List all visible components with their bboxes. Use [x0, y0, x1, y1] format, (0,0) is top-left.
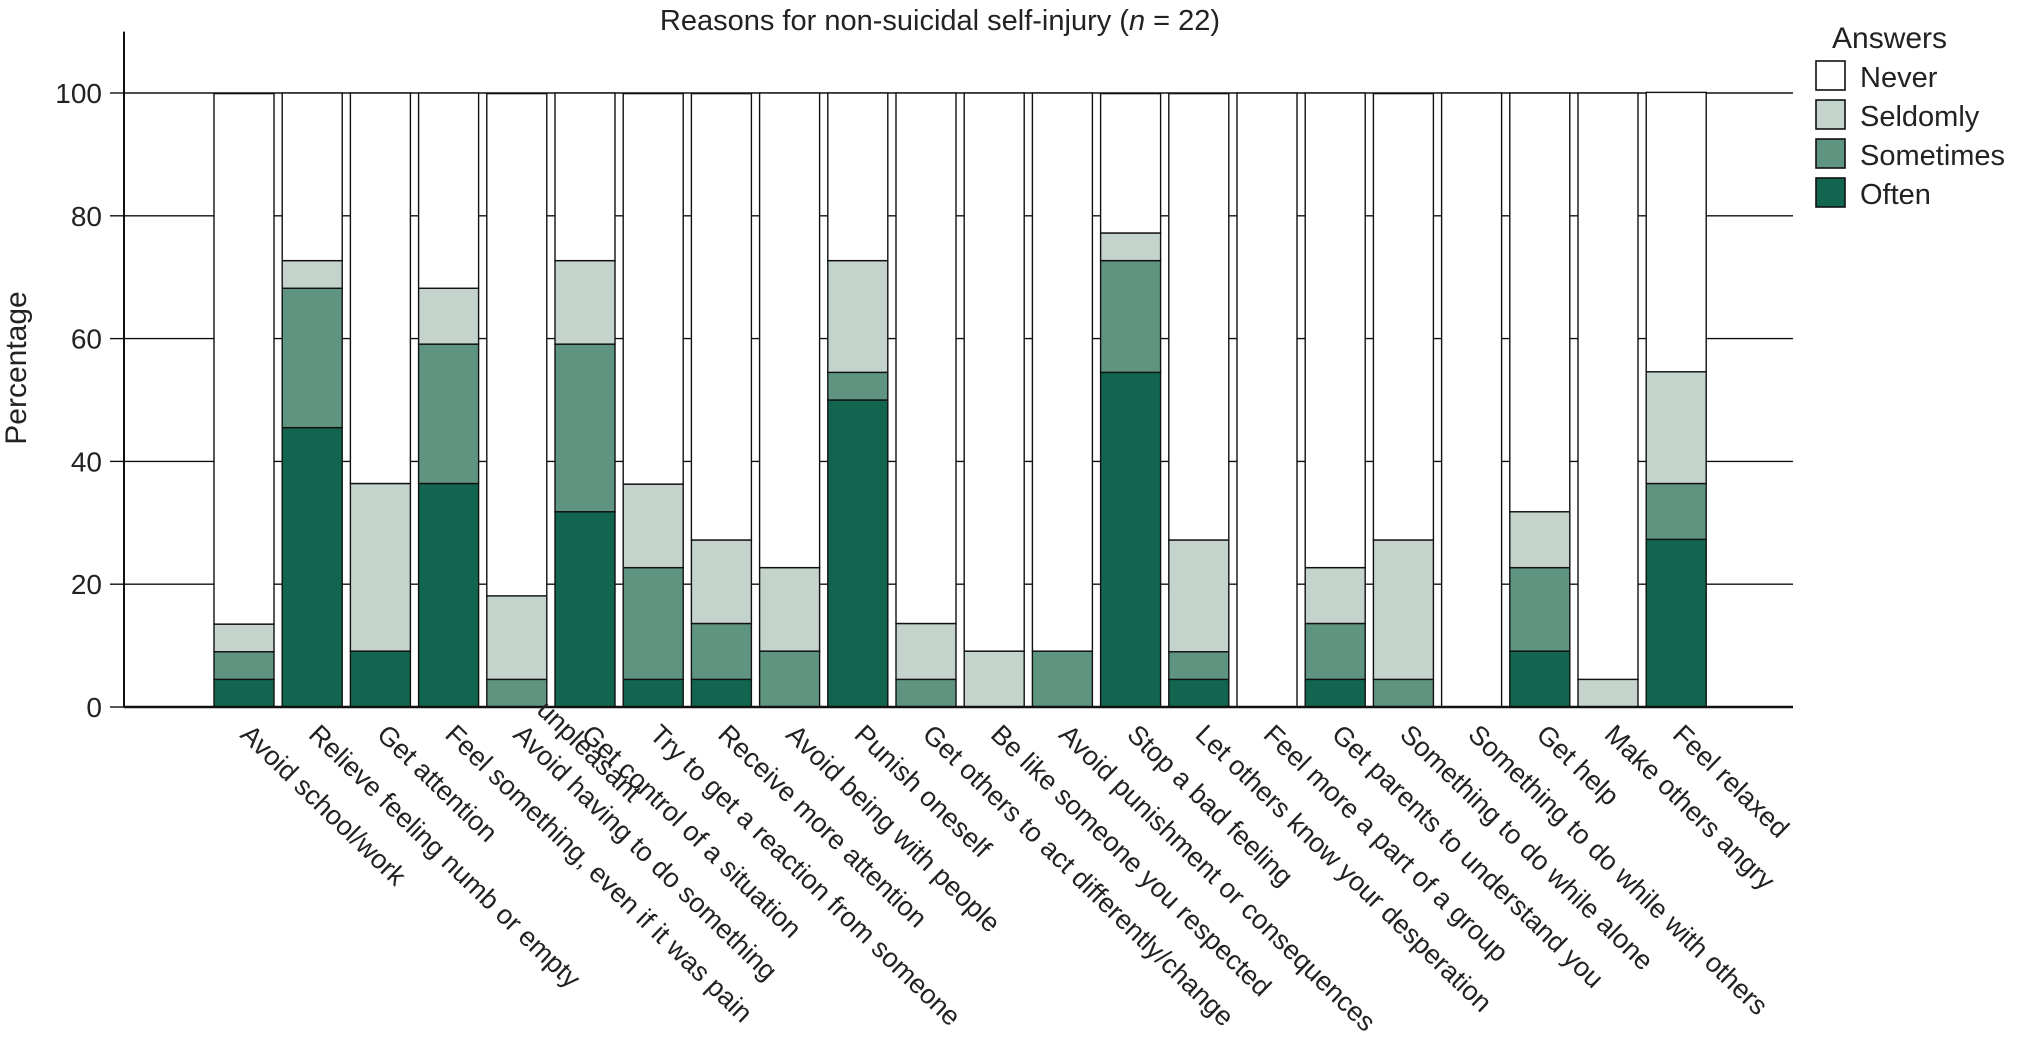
- chart-title: Reasons for non-suicidal self-injury (n …: [660, 5, 1220, 37]
- bar-segment-seldomly: [1304, 566, 1366, 625]
- bar-segment-seldomly: [213, 623, 275, 653]
- bar-segment-never: [1099, 92, 1162, 234]
- y-tick-label: 60: [71, 324, 102, 355]
- bar-segment-seldomly: [1509, 511, 1571, 569]
- bar-segment-seldomly: [417, 287, 480, 345]
- bar-segment-sometimes: [827, 371, 889, 401]
- legend-swatch-often: [1815, 177, 1846, 208]
- bar-segment-never: [213, 92, 275, 625]
- y-tick-label: 20: [71, 569, 102, 600]
- bar-segment-seldomly: [758, 566, 821, 652]
- bar-segment-sometimes: [1168, 651, 1230, 681]
- y-ticks: 0 20 40 60 80 100: [55, 78, 124, 723]
- bar-segment-often: [349, 650, 412, 708]
- y-axis-label: Percentage: [0, 291, 33, 444]
- bar-segment-seldomly: [690, 539, 753, 625]
- bar-segment-often: [554, 511, 616, 708]
- bar-segment-never: [690, 92, 753, 541]
- bar-segment-sometimes: [1372, 678, 1435, 708]
- legend-label-sometimes: Sometimes: [1860, 140, 2005, 172]
- bar-segment-never: [486, 92, 548, 597]
- bar-segment-seldomly: [827, 259, 889, 374]
- bar-segment-never: [1509, 92, 1571, 513]
- bar-segment-sometimes: [281, 287, 343, 429]
- bar-segment-never: [281, 92, 343, 262]
- bar-segment-often: [1099, 371, 1162, 708]
- y-tick-label: 100: [55, 78, 102, 109]
- bar-segment-sometimes: [622, 566, 684, 681]
- bar-segment-seldomly: [281, 259, 343, 289]
- bar-segment-sometimes: [554, 343, 616, 513]
- bar-segment-never: [1168, 92, 1230, 541]
- bar-segment-often: [1509, 650, 1571, 708]
- bar-segment-never: [963, 92, 1025, 652]
- legend-label-seldomly: Seldomly: [1860, 101, 1980, 133]
- bar-segment-never: [1577, 92, 1639, 681]
- bar-segment-sometimes: [213, 651, 275, 681]
- bar-segment-seldomly: [1577, 678, 1639, 708]
- bar-segment-never: [622, 92, 684, 485]
- axes: [123, 31, 1793, 709]
- y-tick-label: 80: [71, 201, 102, 232]
- bar-segment-sometimes: [417, 343, 480, 485]
- bar-segment-seldomly: [486, 595, 548, 681]
- legend-swatch-seldomly: [1815, 99, 1846, 130]
- bar-segment-seldomly: [554, 259, 616, 345]
- bar-segment-often: [1304, 678, 1366, 708]
- y-tick-label: 0: [86, 692, 102, 723]
- bar-segment-sometimes: [758, 650, 821, 708]
- bar-segment-sometimes: [1304, 622, 1366, 681]
- legend-swatch-sometimes: [1815, 138, 1846, 169]
- bar-segment-never: [827, 92, 889, 262]
- bar-segment-seldomly: [1645, 371, 1707, 485]
- bar-segment-never: [554, 92, 616, 262]
- bar-segment-often: [213, 678, 275, 708]
- bar-segment-never: [895, 92, 957, 625]
- legend-label-often: Often: [1860, 179, 1931, 211]
- bar-segment-never: [349, 92, 412, 485]
- bar-segment-never: [1440, 92, 1503, 708]
- bar-segment-seldomly: [963, 650, 1025, 708]
- bar-segment-never: [758, 92, 821, 569]
- bar-segment-sometimes: [1509, 566, 1571, 652]
- bar-segment-seldomly: [1372, 539, 1435, 681]
- legend-label-never: Never: [1860, 62, 1938, 94]
- bar-segment-seldomly: [895, 622, 957, 681]
- bar-segment-often: [622, 678, 684, 708]
- bar-segment-often: [1168, 678, 1230, 708]
- bar-segment-seldomly: [1099, 232, 1162, 262]
- bar-segment-sometimes: [486, 678, 548, 708]
- bar-segment-sometimes: [1031, 650, 1094, 708]
- bar-segment-seldomly: [1168, 539, 1230, 653]
- bar-segment-often: [690, 678, 753, 708]
- legend-swatch-never: [1815, 60, 1846, 91]
- bar-segment-never: [1645, 91, 1707, 373]
- bar-segment-often: [281, 426, 343, 708]
- bars: [213, 91, 1707, 708]
- bar-segment-never: [1236, 92, 1298, 708]
- bar-segment-never: [1304, 92, 1366, 569]
- bar-segment-sometimes: [1645, 482, 1707, 541]
- bar-segment-seldomly: [349, 482, 412, 652]
- bar-segment-never: [1372, 92, 1435, 541]
- y-tick-label: 40: [71, 446, 102, 477]
- bar-segment-often: [827, 399, 889, 708]
- bar-segment-sometimes: [1099, 259, 1162, 374]
- bar-segment-often: [1645, 538, 1707, 708]
- bar-segment-sometimes: [690, 622, 753, 681]
- legend: Answers Never Seldomly Sometimes Often: [1815, 22, 2005, 211]
- bar-segment-sometimes: [895, 678, 957, 708]
- legend-title: Answers: [1832, 22, 1947, 55]
- bar-segment-never: [417, 92, 480, 289]
- bar-segment-often: [417, 482, 480, 708]
- bar-segment-never: [1031, 92, 1094, 652]
- bar-segment-seldomly: [622, 483, 684, 569]
